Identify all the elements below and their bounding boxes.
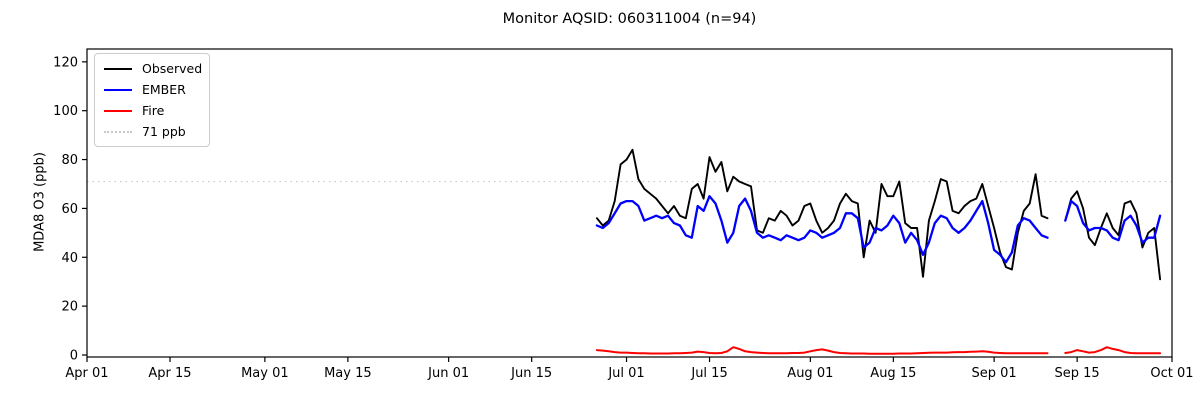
observed-line: [1064, 190, 1162, 281]
x-tick-label: Jul 01: [607, 366, 644, 381]
y-tick-label: 20: [61, 300, 78, 315]
legend-item-71-ppb: 71 ppb: [104, 124, 201, 140]
x-tick-label: Oct 01: [1150, 366, 1193, 381]
legend-item-fire: Fire: [104, 103, 201, 119]
y-tick-label: 120: [53, 55, 78, 70]
legend: Observed EMBER Fire 71 ppb: [94, 53, 210, 147]
legend-label: EMBER: [142, 82, 186, 97]
legend-label: Fire: [142, 103, 165, 118]
y-tick-label: 80: [61, 153, 78, 168]
legend-swatch: [104, 131, 132, 133]
axes-frame: [86, 48, 1173, 358]
legend-swatch: [104, 110, 132, 112]
ember-line: [595, 195, 1049, 264]
legend-label: Observed: [142, 61, 203, 76]
fire-line: [1064, 346, 1162, 355]
legend-swatch: [104, 89, 132, 91]
legend-item-ember: EMBER: [104, 82, 201, 98]
chart-title: Monitor AQSID: 060311004 (n=94): [502, 11, 757, 27]
x-tick-label: Apr 01: [65, 366, 108, 381]
x-tick-label: May 01: [241, 366, 289, 381]
x-tick-label: Jun 01: [427, 366, 469, 381]
y-tick-label: 60: [61, 202, 78, 217]
x-tick-label: Sep 15: [1055, 366, 1100, 381]
fire-line: [595, 346, 1049, 355]
x-tick-label: Jul 15: [690, 366, 727, 381]
y-tick-label: 0: [70, 349, 78, 364]
observed-line: [595, 148, 1049, 278]
x-tick-label: May 15: [324, 366, 372, 381]
x-tick-label: Aug 15: [870, 366, 916, 381]
x-tick-label: Aug 01: [787, 366, 833, 381]
ember-line: [1064, 199, 1162, 244]
x-tick-label: Sep 01: [972, 366, 1017, 381]
x-tick-label: Jun 15: [510, 366, 552, 381]
y-tick-label: 40: [61, 251, 78, 266]
legend-swatch: [104, 68, 132, 70]
x-tick-label: Apr 15: [148, 366, 191, 381]
legend-item-observed: Observed: [104, 61, 203, 77]
y-tick-label: 100: [53, 104, 78, 119]
legend-label: 71 ppb: [142, 124, 186, 139]
